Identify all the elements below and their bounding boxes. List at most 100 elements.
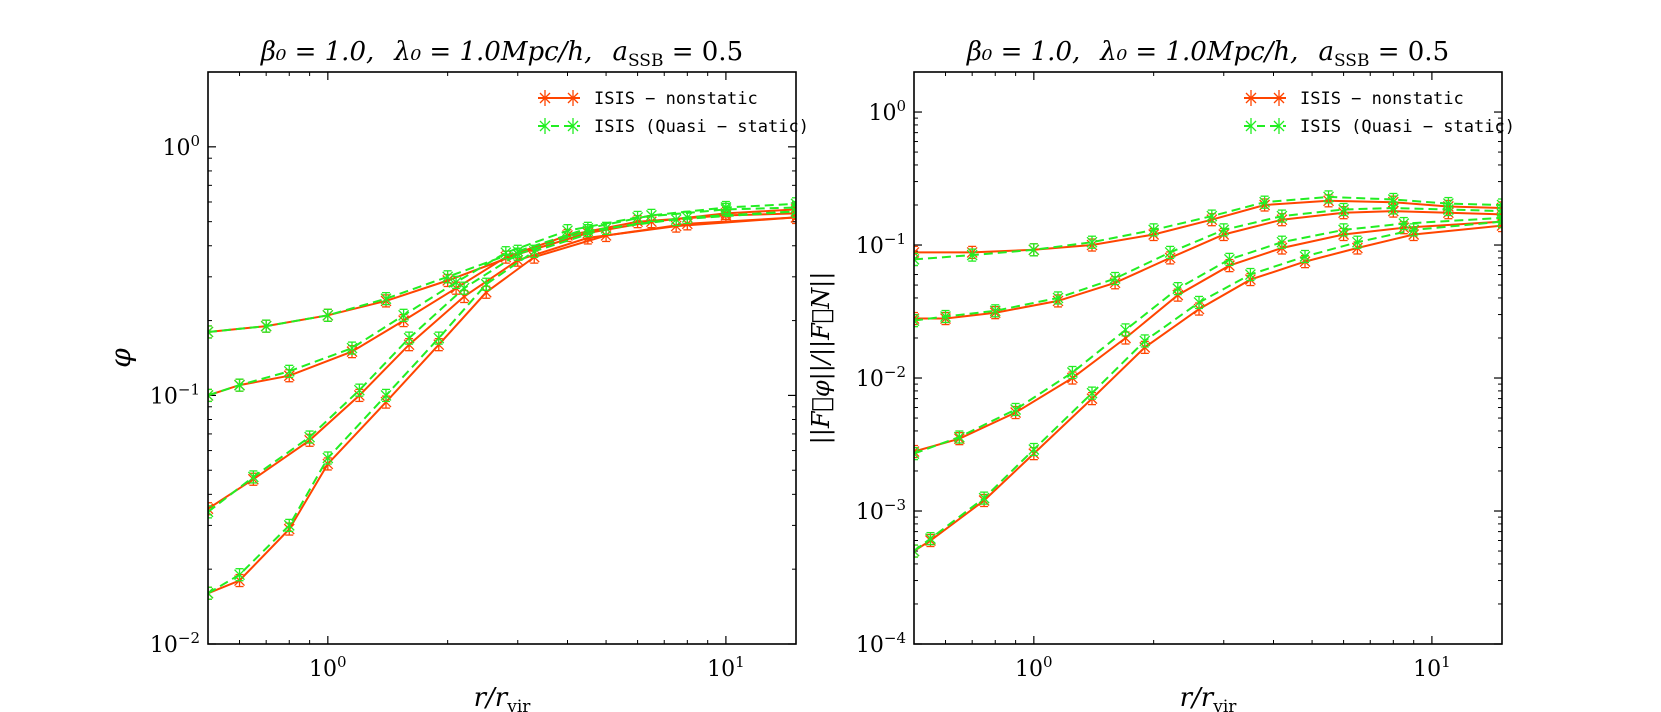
data-point-marker (1010, 402, 1022, 417)
marker-stroke (1496, 216, 1502, 223)
x-axis-label: r/rvir (474, 683, 532, 712)
legend-entry: ISIS − nonstatic (538, 89, 758, 109)
data-point-marker (966, 248, 978, 262)
marker-stroke (1496, 212, 1502, 219)
data-point-marker (458, 281, 470, 295)
data-point-marker (1323, 190, 1335, 204)
y-tick-base: 10 (856, 367, 884, 392)
data-point-marker (500, 246, 512, 260)
legend-label: ISIS − nonstatic (1300, 89, 1464, 109)
y-tick-label: 10−1 (856, 230, 906, 259)
x-tick-base: 10 (1015, 657, 1043, 682)
marker-stroke (208, 506, 214, 513)
data-point-marker (1244, 267, 1256, 282)
series-line (914, 210, 1502, 320)
marker-stroke (790, 205, 796, 213)
data-point-marker (681, 210, 693, 225)
data-point-marker (1351, 235, 1363, 249)
data-point-marker (346, 341, 358, 355)
data-point-marker (234, 378, 245, 392)
data-point-marker (1398, 216, 1410, 231)
y-tick-label: 100 (868, 97, 906, 126)
data-point-marker (480, 277, 492, 291)
marker-stroke (914, 550, 920, 557)
series-line (208, 210, 796, 595)
y-tick-exponent: −2 (884, 363, 906, 381)
y-tick-label: 10−4 (856, 629, 906, 658)
marker-stroke (790, 198, 796, 205)
marker-stroke (208, 592, 214, 599)
marker-stroke (914, 450, 920, 458)
marker-stroke (914, 452, 920, 460)
marker-stroke (914, 246, 920, 254)
data-point-marker (940, 309, 951, 324)
data-point-marker (528, 244, 540, 258)
chart-title: β₀ = 1.0, λ₀ = 1.0Mpc/h, aSSB = 0.5 (260, 37, 743, 71)
data-point-marker (1338, 202, 1350, 217)
title-assb: a (1318, 37, 1334, 67)
data-point-marker (353, 383, 365, 397)
marker-stroke (1496, 220, 1502, 228)
data-point-marker (914, 544, 920, 558)
y-tick-exponent: 0 (190, 132, 200, 150)
x-tick-label: 101 (1413, 653, 1451, 682)
data-point-marker (914, 252, 920, 267)
data-point-marker (989, 304, 1001, 318)
marker-stroke (208, 389, 214, 397)
data-point-marker (283, 518, 295, 533)
data-point-marker (1223, 252, 1235, 267)
data-point-marker (1299, 249, 1311, 264)
y-tick-base: 10 (856, 633, 884, 658)
data-point-marker (600, 221, 612, 235)
data-point-marker (1164, 245, 1176, 260)
x-tick-label: 100 (1015, 653, 1053, 682)
marker-stroke (1496, 199, 1502, 206)
y-tick-exponent: −1 (178, 380, 200, 398)
data-point-marker (953, 430, 965, 444)
y-axis-label: ||F⃗φ||/||F⃗N|| (807, 272, 836, 445)
marker-stroke (914, 545, 920, 552)
data-point-marker (562, 224, 573, 238)
data-point-marker (1086, 235, 1098, 249)
x-axis-label-main: r/r (1180, 683, 1215, 712)
series-line (914, 220, 1502, 552)
y-tick-base: 10 (150, 384, 178, 409)
title-lambda: λ₀ = 1.0Mpc/h, (393, 37, 592, 67)
x-axis-label-subscript: vir (1212, 697, 1237, 712)
y-tick-label: 10−2 (856, 363, 906, 392)
title-lambda: λ₀ = 1.0Mpc/h, (1099, 37, 1298, 67)
data-point-marker (1442, 202, 1454, 217)
x-tick-exponent: 0 (337, 653, 347, 671)
legend-label: ISIS (Quasi − static) (594, 117, 809, 137)
y-tick-exponent: −1 (884, 230, 906, 248)
data-point-marker (1259, 195, 1271, 209)
data-point-marker (283, 364, 295, 378)
y-tick-label: 10−1 (150, 380, 200, 409)
y-tick-label: 100 (162, 132, 200, 161)
marker-stroke (914, 253, 920, 261)
marker-stroke (208, 394, 214, 401)
plot-area (208, 197, 796, 600)
data-point-marker (1193, 295, 1205, 310)
marker-stroke (914, 448, 920, 455)
y-tick-exponent: 0 (896, 97, 906, 115)
marker-stroke (914, 315, 920, 322)
data-point-marker (208, 325, 214, 339)
marker-stroke (208, 331, 214, 338)
data-point-marker (1139, 334, 1151, 348)
y-tick-label: 10−2 (150, 629, 200, 658)
data-point-marker (1206, 209, 1218, 223)
data-point-marker (1276, 209, 1288, 223)
marker-stroke (914, 258, 920, 265)
series-line (914, 224, 1502, 552)
x-axis-label: r/rvir (1180, 683, 1238, 712)
y-tick-base: 10 (150, 633, 178, 658)
data-point-marker (1338, 223, 1350, 237)
series-line (914, 206, 1502, 322)
marker-stroke (790, 216, 796, 223)
y-axis-label: φ (104, 348, 137, 368)
data-point-marker (322, 451, 334, 465)
data-point-marker (1408, 223, 1420, 237)
marker-stroke (790, 202, 796, 209)
